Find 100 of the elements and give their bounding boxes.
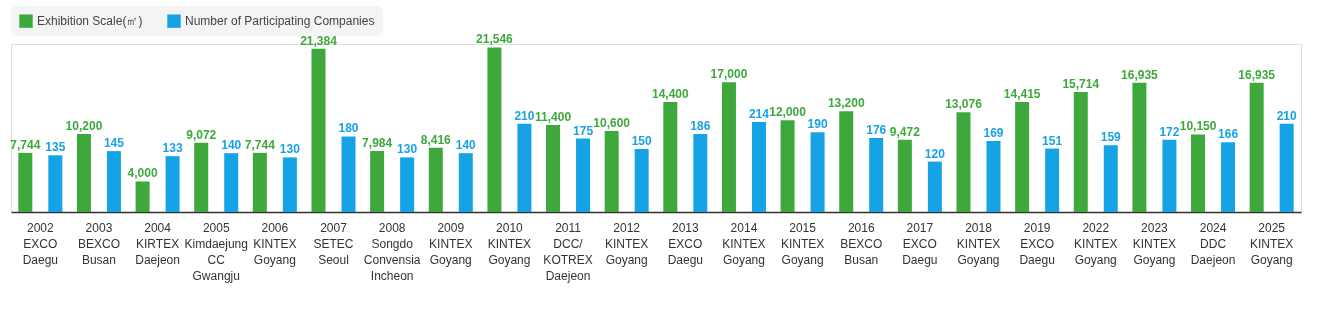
bar [1279,123,1294,212]
data-label: 10,200 [65,119,103,134]
data-label: 8,416 [420,132,452,147]
data-label: 169 [983,126,1004,141]
x-tick-label: 2012 KINTEX Goyang [605,220,649,267]
bar [1191,134,1206,212]
bar [1103,145,1118,212]
bar [897,139,912,212]
x-tick-label: 2016 BEXCO Busan [840,220,883,267]
bar [956,112,971,212]
bar [1132,82,1147,212]
x-tick-label: 2013 EXCO Daegu [667,220,704,267]
data-label: 180 [338,121,359,136]
legend-label: Exhibition Scale(㎡) [37,14,143,29]
x-tick-label: 2024 DDC Daejeon [1190,220,1236,267]
bar [341,136,356,212]
bar [1073,92,1088,212]
data-label: 14,415 [1003,86,1041,101]
bar [1045,148,1060,212]
bar [663,102,678,212]
bar [48,155,63,212]
data-label: 13,200 [827,96,865,111]
data-label: 7,744 [244,137,276,152]
x-tick-label: 2018 KINTEX Goyang [956,220,1001,267]
data-label: 15,714 [1062,77,1100,91]
x-tick-label: 2023 KINTEX Goyang [1132,220,1177,267]
bar [576,138,591,212]
x-tick-label: 2009 KINTEX Goyang [429,220,473,267]
bar [194,142,209,212]
bar [18,152,33,212]
data-label: 186 [690,118,711,133]
bar [810,132,825,212]
x-tick-label: 2002 EXCO Daegu [22,220,59,267]
bar [546,124,561,212]
data-label: 12,000 [769,105,807,120]
data-label: 120 [924,146,946,161]
data-label: 13,076 [945,97,983,112]
bar [252,152,267,212]
bar [693,133,708,212]
x-tick-label: 2008 Songdo Convensia Incheon [363,220,421,283]
x-tick-label: 2010 KINTEX Goyang [487,220,532,267]
x-tick-label: 2003 BEXCO Busan [77,220,120,267]
bar [986,141,1001,212]
bar [458,153,473,212]
x-tick-label: 2004 KIRTEX Daejeon [135,220,180,267]
legend-label: Number of Participating Companies [185,14,375,29]
bar [604,131,619,212]
data-label: 133 [162,141,183,156]
x-tick-label: 2015 KINTEX Goyang [780,220,825,267]
bar [1162,139,1177,212]
data-label: 140 [455,138,477,153]
bar [634,149,649,212]
data-label: 151 [1042,133,1063,148]
bar [400,157,415,212]
x-tick-label: 2006 KINTEX Goyang [253,220,297,267]
bar [751,122,766,212]
data-label: 159 [1100,130,1122,145]
data-label: 166 [1218,127,1239,142]
bar [224,153,239,212]
bar [282,157,297,212]
data-label: 10,600 [593,116,631,131]
bar [839,111,854,212]
x-tick-label: 2011 DCC/ KOTREX Daejeon [543,220,593,283]
data-label: 190 [807,117,828,132]
x-tick-label: 2007 SETEC Seoul [313,220,354,267]
x-tick-label: 2025 KINTEX Goyang [1250,220,1294,267]
data-label: 175 [573,123,594,138]
data-label: 9,472 [889,124,921,139]
x-tick-label: 2014 KINTEX Goyang [722,220,766,267]
data-label: 7,984 [362,136,393,151]
bar [517,123,532,212]
bar [76,134,91,212]
x-tick-label: 2005 Kimdaejung CC Gwangju [184,220,248,283]
bar [927,161,942,212]
bar [1249,82,1264,212]
data-label: 17,000 [710,67,748,82]
data-label: 210 [514,108,535,123]
data-label: 140 [221,138,242,153]
data-label: 16,935 [1121,67,1159,82]
bar [370,151,385,212]
data-label: 10,150 [1179,119,1217,134]
data-label: 150 [631,134,653,148]
data-label: 9,072 [186,127,217,142]
data-label: 21,384 [300,33,338,48]
data-label: 21,546 [476,32,514,47]
data-label: 135 [45,140,66,155]
data-label: 130 [279,142,301,157]
x-tick-label: 2022 KINTEX Goyang [1074,220,1118,267]
bar [721,82,736,212]
bar [1221,142,1236,212]
bar [106,151,121,212]
bar [487,47,502,212]
data-label: 145 [103,136,125,151]
data-label: 4,000 [127,166,158,181]
x-tick-label: 2017 EXCO Daegu [902,220,938,267]
data-label: 214 [748,107,770,122]
bar [135,181,150,212]
x-tick-label: 2019 EXCO Daegu [1019,220,1055,267]
data-label: 210 [1276,108,1298,123]
data-label: 11,400 [535,109,572,124]
